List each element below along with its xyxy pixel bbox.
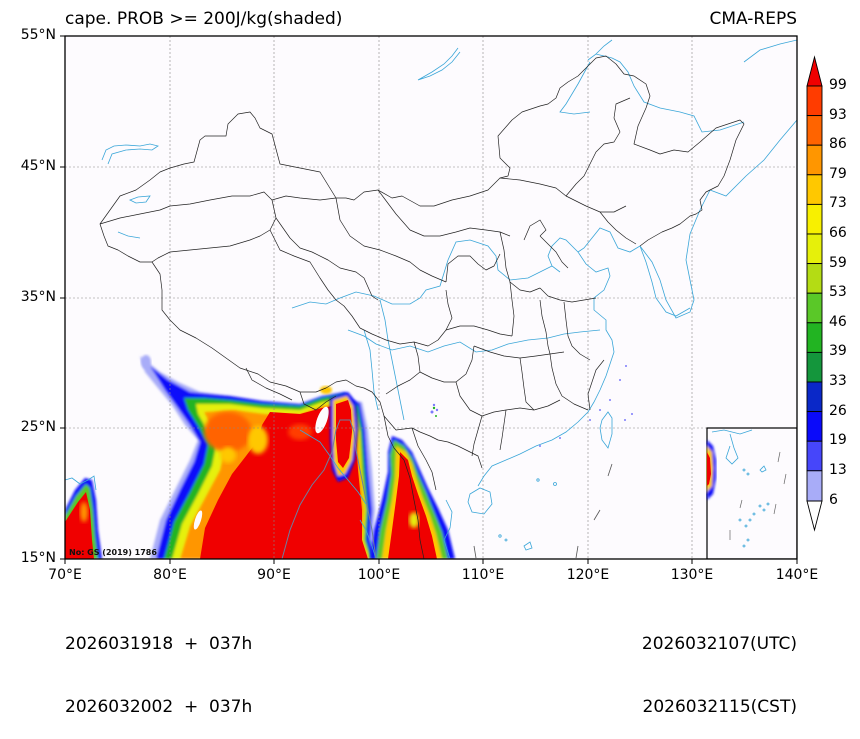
model-name: CMA-REPS [709, 9, 797, 29]
x-tick-label: 120°E [566, 567, 610, 583]
boundaries [99, 55, 745, 559]
colorbar-label: 26 [829, 403, 847, 419]
colorbar-label: 99 [829, 77, 847, 93]
colorbar-label: 79 [829, 166, 847, 182]
x-tick-label: 80°E [153, 567, 187, 583]
colorbar-label: 53 [829, 284, 847, 300]
chart-canvas [60, 35, 823, 564]
y-tick-label: 45°N [20, 158, 56, 174]
x-tick-label: 130°E [670, 567, 714, 583]
y-tick-label: 35°N [20, 289, 56, 305]
axis-ticks [60, 35, 798, 564]
y-tick-label: 15°N [20, 550, 56, 566]
colorbar-label: 46 [829, 314, 847, 330]
valid-time-cst: 2026032115(CST) [642, 697, 797, 717]
colorbar-label: 66 [829, 225, 847, 241]
x-tick-label: 110°E [461, 567, 505, 583]
init-time-block: 2026031918 + 037h 2026032002 + 037h [65, 592, 252, 739]
x-tick-label: 70°E [48, 567, 82, 583]
y-tick-label: 55°N [20, 27, 56, 43]
prob-shading [65, 355, 633, 559]
x-tick-label: 140°E [775, 567, 819, 583]
maritime-lines [473, 463, 613, 559]
colorbar-label: 73 [829, 195, 847, 211]
colorbar-label: 86 [829, 136, 847, 152]
init-time-utc: 2026031918 + 037h [65, 634, 253, 654]
valid-time-block: 2026032107(UTC) 2026032115(CST) [642, 592, 797, 739]
colorbar-label: 13 [829, 462, 847, 478]
colorbar-label: 19 [829, 432, 847, 448]
colorbar-label: 39 [829, 343, 847, 359]
map-layers [65, 36, 797, 559]
y-tick-label: 25°N [20, 419, 56, 435]
gridlines [65, 36, 797, 559]
colorbar-label: 59 [829, 255, 847, 271]
map-approval-number: No: GS (2019) 1786 [69, 548, 157, 557]
colorbar-label: 33 [829, 373, 847, 389]
colorbar-label: 93 [829, 107, 847, 123]
colorbar-label: 6 [829, 492, 838, 508]
init-time-cst: 2026032002 + 037h [65, 697, 253, 717]
valid-time-utc: 2026032107(UTC) [641, 634, 797, 654]
chart-title: cape. PROB >= 200J/kg(shaded) [65, 9, 343, 29]
x-tick-label: 90°E [257, 567, 291, 583]
south-china-sea-inset [706, 427, 797, 559]
coastlines-rivers [65, 39, 797, 559]
colorbar [806, 55, 823, 532]
x-tick-label: 100°E [357, 567, 401, 583]
